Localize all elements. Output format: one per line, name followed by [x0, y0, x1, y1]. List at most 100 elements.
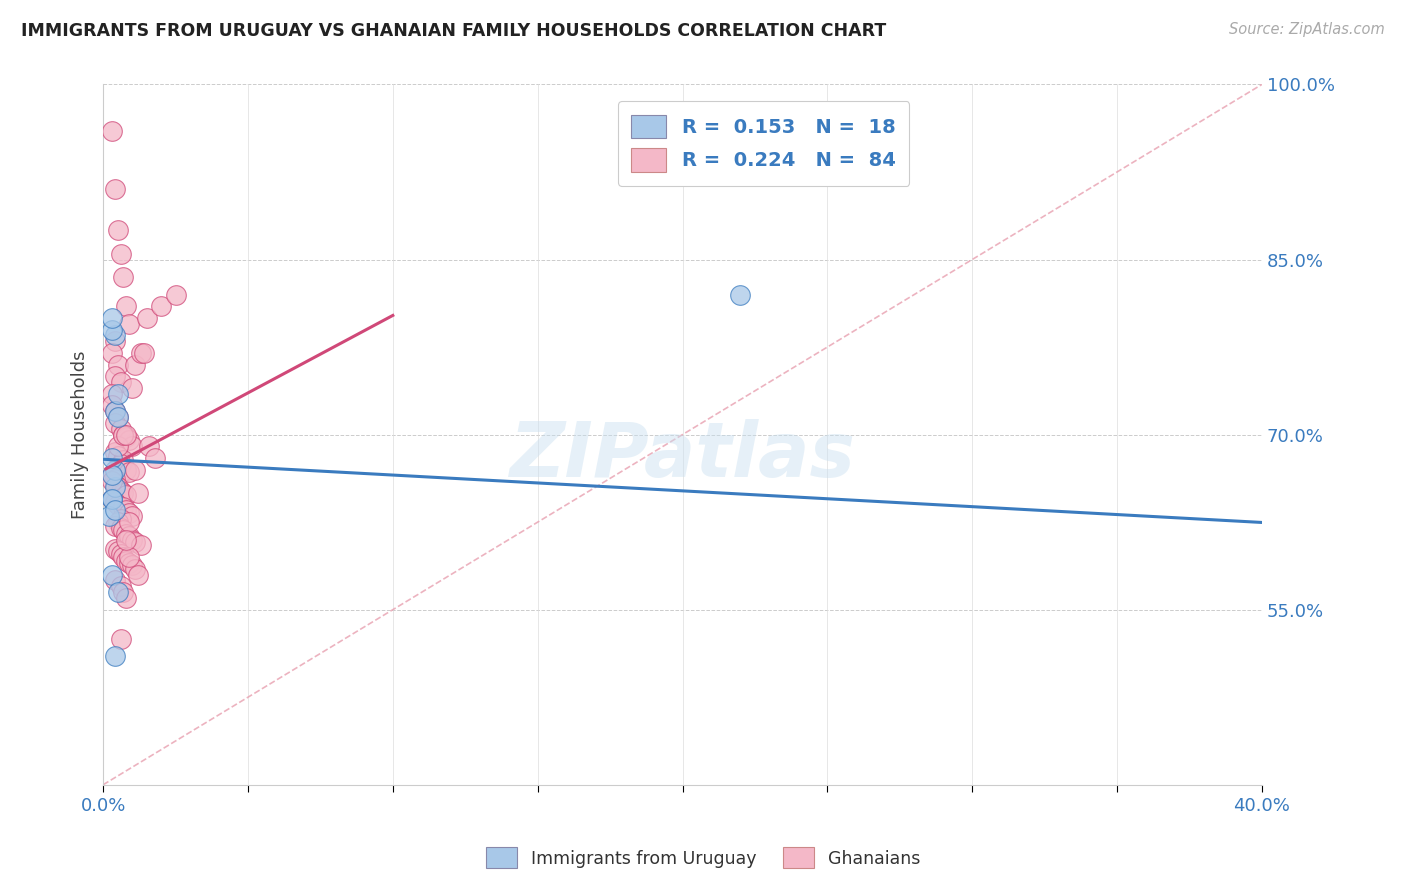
Point — [124, 562, 146, 576]
Point — [104, 369, 127, 384]
Point — [104, 416, 127, 430]
Point — [104, 182, 127, 196]
Point — [115, 488, 138, 502]
Point — [107, 585, 129, 599]
Point — [101, 491, 124, 506]
Point — [104, 404, 127, 418]
Point — [104, 445, 127, 459]
Point — [107, 439, 129, 453]
Point — [107, 480, 129, 494]
Point — [101, 475, 124, 489]
Point — [101, 491, 124, 506]
Point — [107, 223, 129, 237]
Point — [104, 649, 127, 664]
Point — [104, 541, 127, 556]
Point — [107, 410, 129, 425]
Point — [121, 558, 143, 573]
Point — [104, 462, 127, 476]
Point — [110, 246, 132, 260]
Point — [112, 453, 135, 467]
Point — [112, 270, 135, 285]
Point — [112, 550, 135, 565]
Point — [107, 515, 129, 529]
Point — [150, 299, 173, 313]
Point — [135, 310, 157, 325]
Legend: Immigrants from Uruguay, Ghanaians: Immigrants from Uruguay, Ghanaians — [475, 837, 931, 879]
Point — [101, 124, 124, 138]
Point — [124, 462, 146, 476]
Text: Source: ZipAtlas.com: Source: ZipAtlas.com — [1229, 22, 1385, 37]
Point — [110, 521, 132, 535]
Point — [129, 346, 152, 360]
Point — [101, 310, 124, 325]
Point — [121, 381, 143, 395]
Text: IMMIGRANTS FROM URUGUAY VS GHANAIAN FAMILY HOUSEHOLDS CORRELATION CHART: IMMIGRANTS FROM URUGUAY VS GHANAIAN FAMI… — [21, 22, 886, 40]
Point — [107, 449, 129, 463]
Point — [110, 632, 132, 646]
Point — [110, 422, 132, 436]
Point — [110, 511, 132, 525]
Point — [115, 533, 138, 547]
Point — [107, 498, 129, 512]
Point — [101, 468, 124, 483]
Point — [112, 585, 135, 599]
Point — [104, 495, 127, 509]
Point — [104, 472, 127, 486]
Point — [112, 486, 135, 500]
Point — [118, 465, 141, 479]
Point — [124, 358, 146, 372]
Point — [121, 439, 143, 453]
Point — [110, 375, 132, 389]
Point — [118, 550, 141, 565]
Point — [118, 317, 141, 331]
Point — [104, 404, 127, 418]
Point — [107, 358, 129, 372]
Point — [104, 503, 127, 517]
Point — [101, 491, 124, 506]
Y-axis label: Family Households: Family Households — [72, 351, 89, 519]
Point — [118, 506, 141, 520]
Text: ZIPatlas: ZIPatlas — [509, 418, 855, 492]
Point — [110, 579, 132, 593]
Point — [143, 450, 166, 465]
Point — [107, 386, 129, 401]
Point — [104, 518, 127, 533]
Point — [110, 547, 132, 561]
Point — [115, 299, 138, 313]
Point — [124, 535, 146, 549]
Point — [97, 509, 120, 524]
Point — [104, 476, 127, 491]
Point — [107, 544, 129, 558]
Point — [115, 427, 138, 442]
Point — [118, 515, 141, 529]
Point — [127, 567, 149, 582]
Point — [115, 526, 138, 541]
Point — [101, 450, 124, 465]
Point — [129, 539, 152, 553]
Point — [104, 480, 127, 494]
Legend: R =  0.153   N =  18, R =  0.224   N =  84: R = 0.153 N = 18, R = 0.224 N = 84 — [617, 101, 910, 186]
Point — [101, 567, 124, 582]
Point — [115, 462, 138, 476]
Point — [138, 439, 160, 453]
Point — [115, 430, 138, 444]
Point — [101, 346, 124, 360]
Point — [101, 386, 124, 401]
Point — [112, 427, 135, 442]
Point — [121, 533, 143, 547]
Point — [115, 503, 138, 517]
Point — [110, 483, 132, 498]
Point — [730, 287, 752, 301]
Point — [115, 554, 138, 568]
Point — [104, 328, 127, 343]
Point — [112, 524, 135, 538]
Point — [110, 457, 132, 471]
Point — [107, 410, 129, 425]
Point — [104, 334, 127, 349]
Point — [101, 322, 124, 336]
Point — [112, 427, 135, 442]
Point — [101, 399, 124, 413]
Point — [104, 574, 127, 588]
Point — [115, 591, 138, 605]
Point — [165, 287, 187, 301]
